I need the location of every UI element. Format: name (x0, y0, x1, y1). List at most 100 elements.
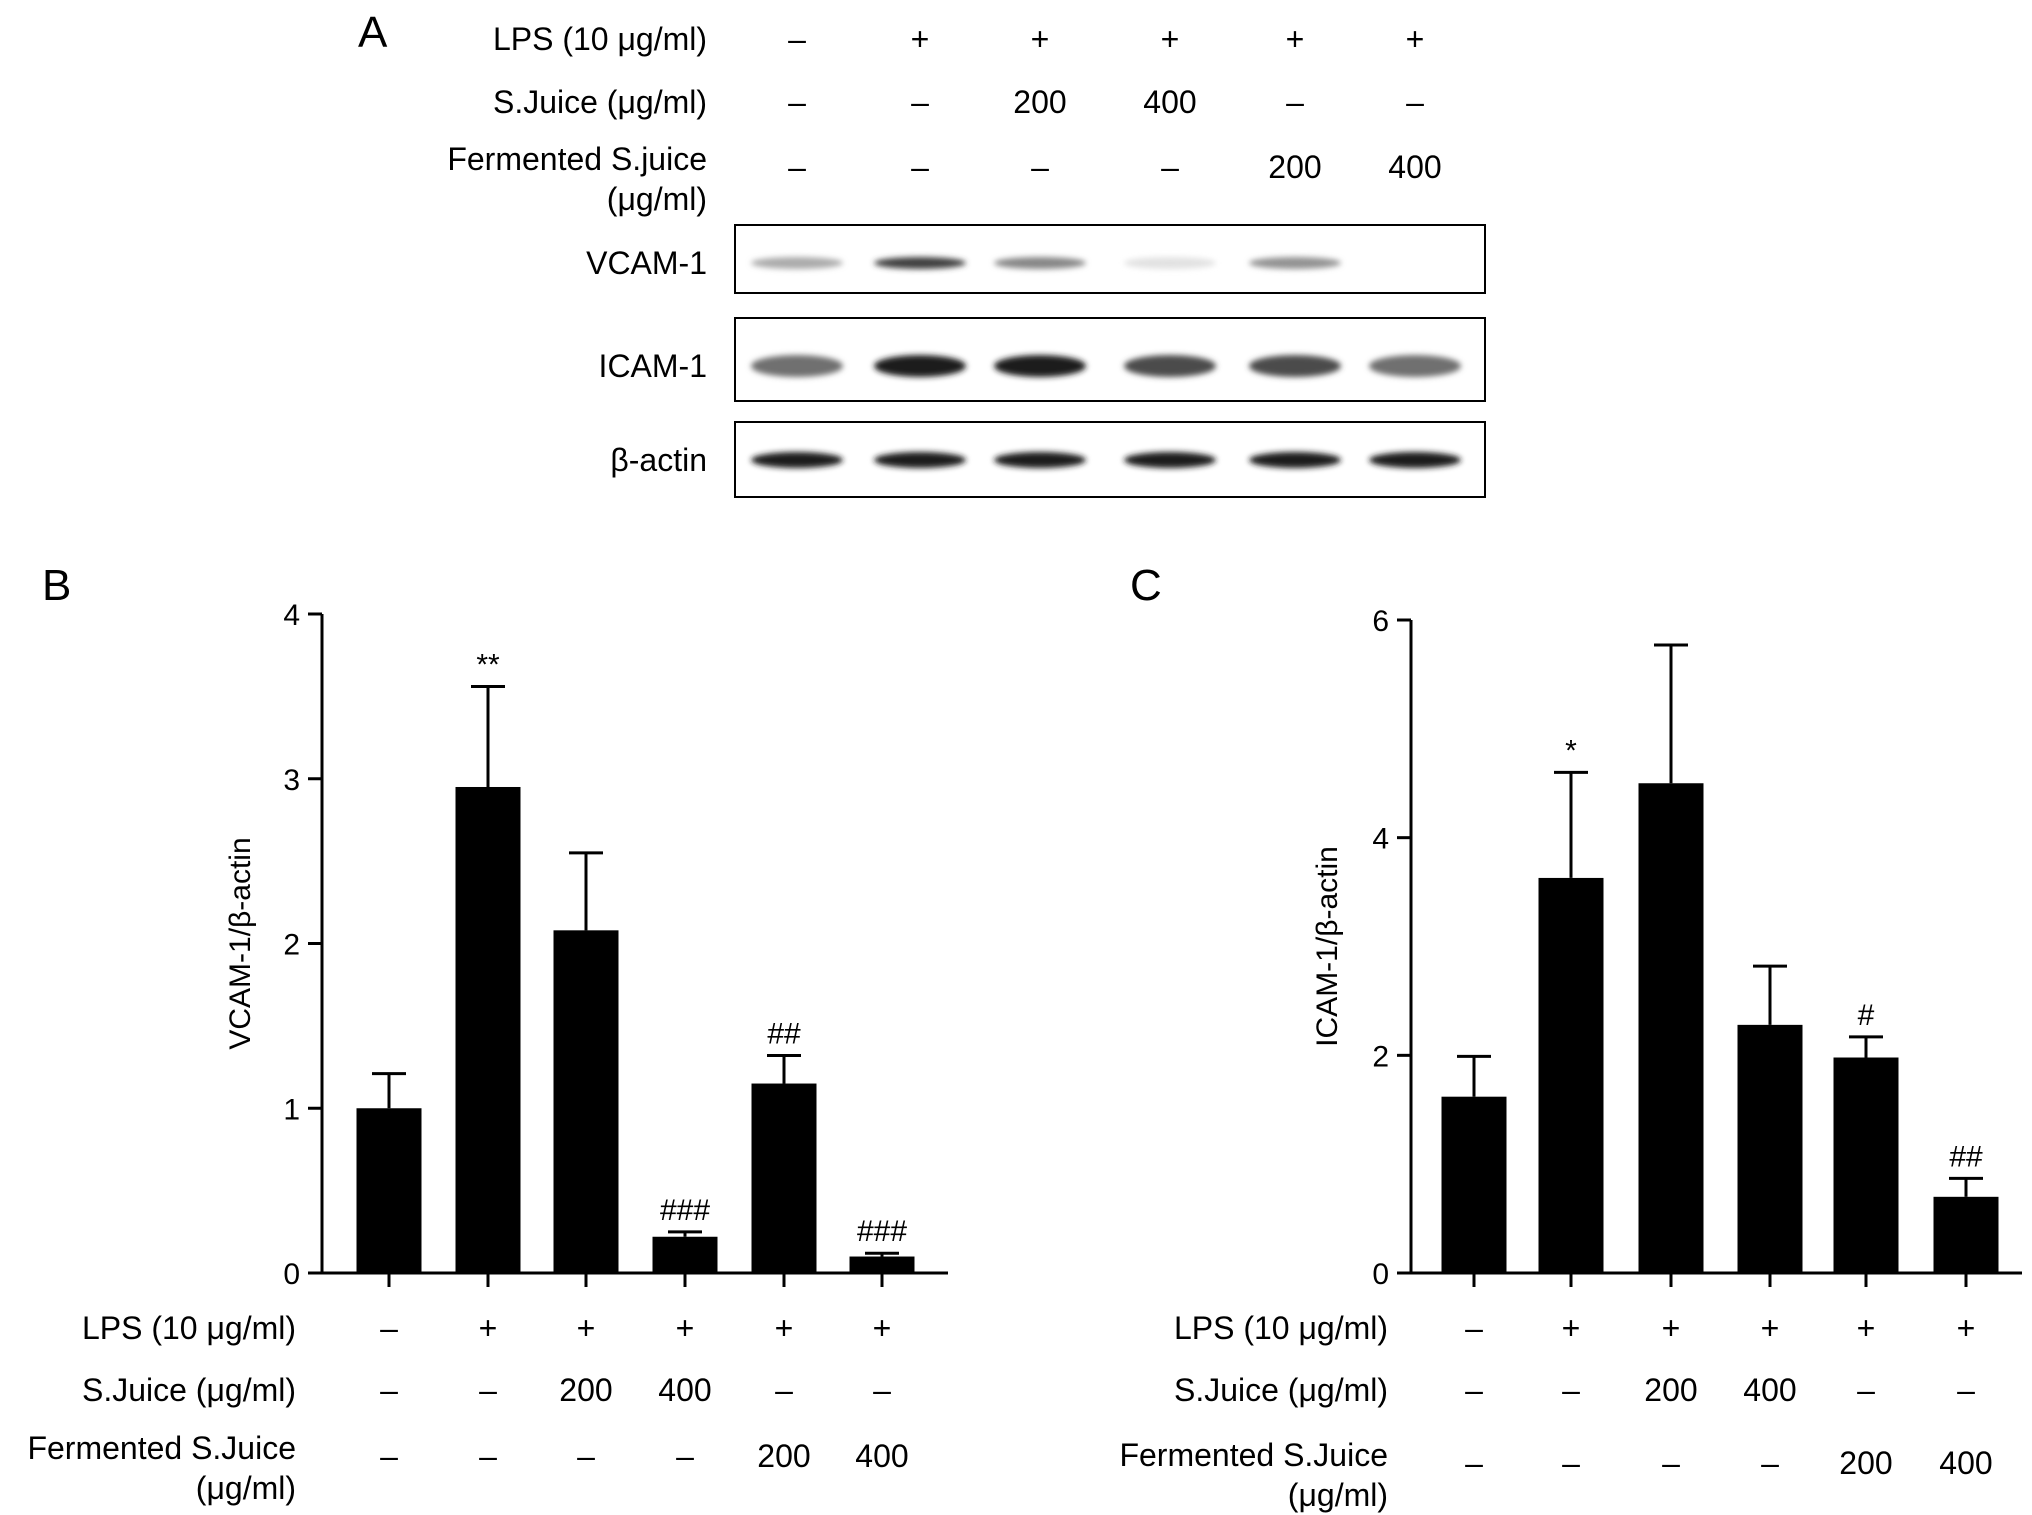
blot-band (994, 452, 1086, 468)
significance-annotation: ### (660, 1194, 710, 1227)
blot-frame (734, 317, 1486, 402)
y-tick-label: 2 (1372, 1040, 1389, 1073)
condition-value: – (1465, 1310, 1483, 1346)
condition-value: 400 (1743, 1372, 1796, 1408)
y-tick-label: 2 (283, 929, 300, 962)
condition-value: + (1957, 1310, 1976, 1346)
blot-band (994, 257, 1086, 269)
bar (1833, 1057, 1899, 1273)
significance-annotation: # (1858, 999, 1875, 1032)
bar (1933, 1196, 1999, 1273)
panel-a-condition-value: – (1031, 149, 1049, 185)
blot-band (1369, 452, 1461, 468)
blot-band (1369, 355, 1461, 377)
panel-a-condition-value: 400 (1143, 84, 1196, 120)
panel-a-condition-value: – (911, 84, 929, 120)
panel-a-condition-value: + (911, 21, 930, 57)
condition-value: – (380, 1372, 398, 1408)
panel-a-condition-value: 400 (1388, 149, 1441, 185)
condition-value: 200 (757, 1438, 810, 1474)
panel-a-condition-value: + (1161, 21, 1180, 57)
condition-value: – (1662, 1445, 1680, 1481)
condition-value: + (577, 1310, 596, 1346)
panel-a-condition-value: – (911, 149, 929, 185)
condition-value: – (577, 1438, 595, 1474)
condition-value: 400 (1939, 1445, 1992, 1481)
blot-label: ICAM-1 (599, 348, 707, 384)
panel-a-condition-label: Fermented S.juice (447, 141, 707, 177)
panel-c-letter: C (1130, 561, 1162, 610)
panel-a-condition-label: LPS (10 μg/ml) (493, 21, 707, 57)
blot-label: β-actin (610, 442, 707, 478)
condition-label: S.Juice (μg/ml) (1174, 1372, 1388, 1408)
blot-band (874, 257, 966, 269)
condition-value: – (1857, 1372, 1875, 1408)
blot-band (874, 452, 966, 468)
blot-frame (734, 224, 1486, 294)
condition-value: – (1957, 1372, 1975, 1408)
condition-value: – (479, 1438, 497, 1474)
y-tick-label: 0 (283, 1258, 300, 1291)
condition-value: – (380, 1438, 398, 1474)
condition-value: – (676, 1438, 694, 1474)
panel-a-condition-value: – (788, 84, 806, 120)
significance-annotation: * (1565, 734, 1577, 767)
panel-a-condition-value: – (788, 21, 806, 57)
condition-value: + (479, 1310, 498, 1346)
condition-label: S.Juice (μg/ml) (82, 1372, 296, 1408)
panel-a-condition-value: – (1161, 149, 1179, 185)
condition-value: 200 (559, 1372, 612, 1408)
y-tick-label: 4 (283, 599, 300, 632)
panel-b-letter: B (42, 561, 71, 610)
condition-value: – (1465, 1372, 1483, 1408)
bar (1538, 877, 1604, 1273)
panel-a: A LPS (10 μg/ml) – + + + + + S.Juice (μg/ml) – – 2… (358, 8, 1486, 498)
panel-a-condition-value: – (788, 149, 806, 185)
blot-frame (734, 421, 1486, 498)
blot-band (1249, 452, 1341, 468)
condition-label: LPS (10 μg/ml) (1174, 1310, 1388, 1346)
condition-label: (μg/ml) (196, 1470, 296, 1506)
condition-value: – (1562, 1445, 1580, 1481)
condition-value: – (1465, 1445, 1483, 1481)
panel-a-condition-value: – (1286, 84, 1304, 120)
blot-band (994, 355, 1086, 377)
blot-band (1124, 452, 1216, 468)
condition-value: + (873, 1310, 892, 1346)
panel-a-blots: VCAM-1 ICAM-1 β-actin (586, 224, 1486, 498)
condition-value: – (775, 1372, 793, 1408)
blot-band (751, 452, 843, 468)
panel-a-condition-value: 200 (1013, 84, 1066, 120)
panel-a-condition-value: + (1031, 21, 1050, 57)
panel-a-condition-value: + (1286, 21, 1305, 57)
condition-value: – (1761, 1445, 1779, 1481)
condition-value: 400 (658, 1372, 711, 1408)
condition-value: – (873, 1372, 891, 1408)
y-tick-label: 3 (283, 764, 300, 797)
condition-value: – (380, 1310, 398, 1346)
condition-value: 200 (1839, 1445, 1892, 1481)
blot-label: VCAM-1 (586, 245, 707, 281)
condition-label: (μg/ml) (1288, 1477, 1388, 1513)
bar (455, 786, 521, 1273)
condition-label: Fermented S.Juice (1119, 1437, 1388, 1473)
condition-value: – (1562, 1372, 1580, 1408)
condition-value: 200 (1644, 1372, 1697, 1408)
condition-value: + (1857, 1310, 1876, 1346)
bar (356, 1108, 422, 1273)
significance-annotation: ** (476, 648, 500, 681)
panel-a-condition-value: – (1406, 84, 1424, 120)
significance-annotation: ### (857, 1215, 907, 1248)
panel-a-condition-value: 200 (1268, 149, 1321, 185)
panel-a-condition-label: S.Juice (μg/ml) (493, 84, 707, 120)
bar (751, 1083, 817, 1273)
condition-value: + (1662, 1310, 1681, 1346)
blot-band (874, 355, 966, 377)
blot-band (1249, 257, 1341, 269)
condition-value: + (1761, 1310, 1780, 1346)
